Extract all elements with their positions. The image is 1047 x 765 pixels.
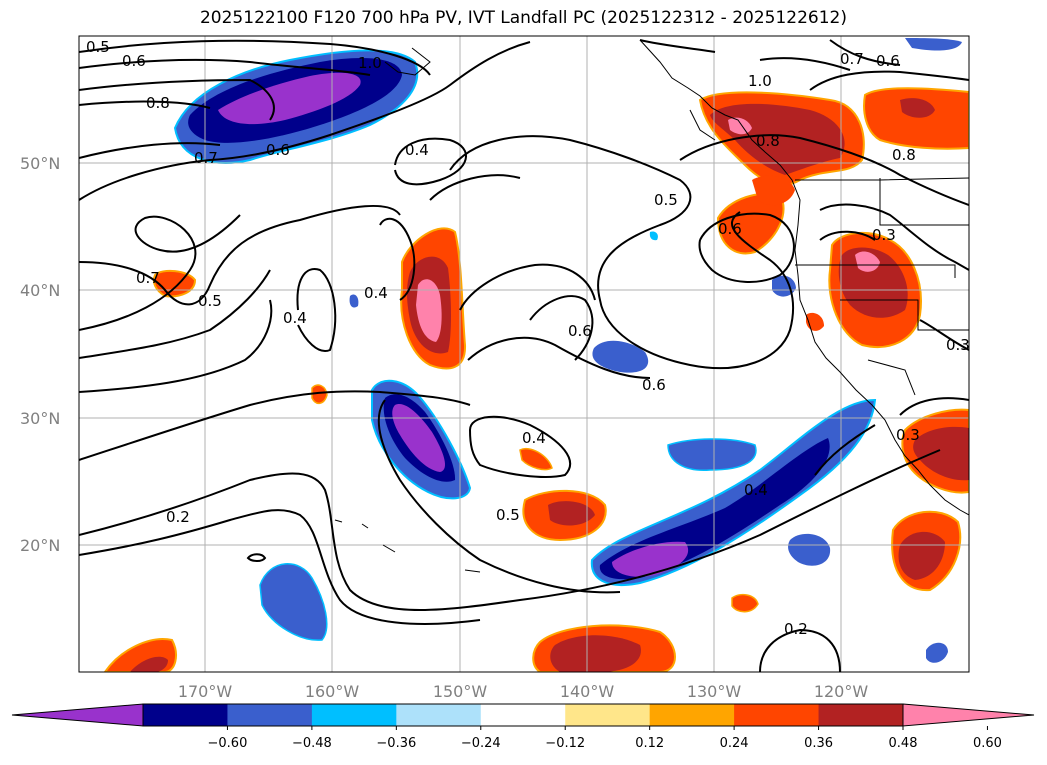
contour-label: 0.7 [194,149,218,167]
lon-label: 120°W [814,682,869,701]
pv-contours [79,39,969,672]
contour-labels: 0.5 0.6 0.8 0.7 0.6 0.4 1.0 0.7 0.6 1.0 … [86,38,970,638]
colorbar-frame [142,703,904,727]
colorbar-tick-label: −0.60 [208,736,248,751]
contour-label: 0.3 [872,226,896,244]
gridlines [79,36,969,672]
lat-label: 40°N [20,281,60,300]
colorbar-extend-low [11,703,144,727]
lon-label: 130°W [687,682,742,701]
contour-label: 0.6 [266,141,290,159]
contour-label: 0.8 [146,94,170,112]
contour-label: 0.5 [86,38,110,56]
contour-label: 0.4 [405,141,429,159]
map-title: 2025122100 F120 700 hPa PV, IVT Landfall… [199,8,847,28]
colorbar-swatch [227,704,313,726]
colorbar-tick-label: 0.12 [635,736,664,751]
contour-label: 0.3 [896,426,920,444]
colorbar-tick-label: −0.24 [461,736,501,751]
longitude-labels: 170°W 160°W 150°W 140°W 130°W 120°W [178,682,869,701]
contour-label: 0.8 [892,146,916,164]
contour-label: 0.7 [840,50,864,68]
contour-label: 0.6 [122,52,146,70]
colorbar-swatch [480,704,566,726]
contour-label: 0.8 [756,132,780,150]
contour-label: 0.2 [784,620,808,638]
map-frame [78,35,970,673]
lon-label: 140°W [560,682,615,701]
lon-label: 170°W [178,682,233,701]
colorbar-swatch [734,704,820,726]
contour-label: 0.4 [744,481,768,499]
colorbar: −0.60 −0.48 −0.36 −0.24 −0.12 0.12 0.24 0.36 0.4… [11,703,1035,751]
contour-label: 0.6 [568,322,592,340]
lon-label: 150°W [433,682,488,701]
contour-label: 0.4 [364,284,388,302]
colorbar-tick-label: 0.24 [720,736,749,751]
colorbar-swatch [311,704,397,726]
contour-label: 1.0 [748,72,772,90]
contour-label: 0.2 [166,508,190,526]
contour-label: 0.5 [496,506,520,524]
colorbar-swatch [143,704,228,726]
lat-label: 50°N [20,154,60,173]
map-panel: 0.5 0.6 0.8 0.7 0.6 0.4 1.0 0.7 0.6 1.0 … [79,36,970,672]
colorbar-tick-label: −0.12 [545,736,585,751]
contour-label: 1.0 [358,54,382,72]
contour-label: 0.5 [198,292,222,310]
colorbar-tick-label: 0.60 [973,736,1002,751]
latitude-labels: 50°N 40°N 30°N 20°N [20,154,60,555]
colorbar-swatch [396,704,482,726]
contour-label: 0.5 [654,191,678,209]
coastlines [334,39,969,573]
lon-label: 160°W [305,682,360,701]
lat-label: 20°N [20,536,60,555]
contour-label: 0.3 [946,336,970,354]
contour-label: 0.6 [642,376,666,394]
colorbar-swatch [649,704,735,726]
contour-label: 0.7 [136,269,160,287]
colorbar-tick-label: 0.48 [889,736,918,751]
contour-label: 0.4 [283,309,307,327]
contour-label: 0.6 [876,52,900,70]
colorbar-tick-label: −0.48 [292,736,332,751]
colorbar-tick-label: −0.36 [376,736,416,751]
negative-shading [173,38,962,663]
colorbar-extend-high [902,703,1035,727]
colorbar-swatch [565,704,651,726]
lat-label: 30°N [20,409,60,428]
contour-label: 0.6 [718,220,742,238]
contour-label: 0.4 [522,429,546,447]
colorbar-swatch [818,704,904,726]
colorbar-tick-label: 0.36 [804,736,833,751]
